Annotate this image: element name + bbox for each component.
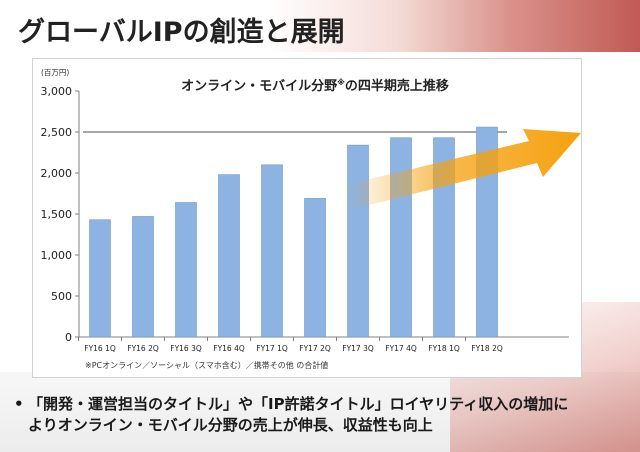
- y-tick-label: 0: [65, 331, 72, 344]
- trend-arrow: [345, 129, 581, 209]
- chart-panel: (百万円) オンライン・モバイル分野※の四半期売上推移 0 500 1,000 1,5…: [32, 58, 582, 378]
- y-tick-label: 500: [51, 290, 72, 303]
- x-tick-label: FY18 1Q: [428, 344, 460, 353]
- bar: [132, 216, 154, 338]
- x-tick-label: FY17 2Q: [299, 344, 331, 353]
- bar: [390, 137, 412, 338]
- bar: [89, 219, 111, 338]
- bar: [476, 126, 498, 338]
- y-tick-label: 2,500: [41, 126, 73, 139]
- quarterly-sales-chart: (百万円) オンライン・モバイル分野※の四半期売上推移 0 500 1,000 1,5…: [41, 68, 581, 370]
- bars: [89, 126, 498, 338]
- bar: [347, 144, 369, 338]
- y-axis: 0 500 1,000 1,500 2,000 2,500 3,000: [41, 85, 569, 344]
- chart-title: オンライン・モバイル分野※の四半期売上推移: [181, 77, 449, 94]
- y-tick-label: 2,000: [41, 167, 73, 180]
- x-tick-label: FY17 1Q: [256, 344, 288, 353]
- x-tick-label: FY17 4Q: [385, 344, 417, 353]
- y-tick-label: 1,000: [41, 249, 73, 262]
- y-tick-label: 3,000: [41, 85, 73, 98]
- bullet-line-1: 「開発・運営担当のタイトル」や「IP許諾タイトル」ロイヤリティ収入の増加に: [28, 395, 569, 413]
- summary-bullet: • 「開発・運営担当のタイトル」や「IP許諾タイトル」ロイヤリティ収入の増加に …: [14, 394, 626, 436]
- bar: [304, 198, 326, 338]
- chart-unit-label: (百万円): [41, 68, 69, 77]
- x-tick-label: FY16 1Q: [84, 344, 116, 353]
- x-tick-label: FY16 2Q: [127, 344, 159, 353]
- bullet-marker: •: [14, 395, 24, 413]
- bar: [218, 174, 240, 338]
- x-tick-label: FY16 4Q: [213, 344, 245, 353]
- bar: [261, 164, 283, 338]
- chart-footnote: ※PCオンライン／ソーシャル（スマホ含む）／携帯その他 の合計値: [85, 360, 328, 370]
- x-axis-labels: FY16 1Q FY16 2Q FY16 3Q FY16 4Q FY17 1Q FY17 …: [78, 337, 503, 353]
- trend-arrow-group: [345, 129, 581, 209]
- x-tick-label: FY18 2Q: [471, 344, 503, 353]
- bullet-line-2: よりオンライン・モバイル分野の売上が伸長、収益性も向上: [28, 416, 433, 434]
- y-tick-label: 1,500: [41, 208, 73, 221]
- x-tick-label: FY16 3Q: [170, 344, 202, 353]
- slide-title: グローバルIPの創造と展開: [18, 17, 345, 48]
- header-decoration: [0, 0, 640, 52]
- bar: [175, 202, 197, 338]
- x-tick-label: FY17 3Q: [342, 344, 374, 353]
